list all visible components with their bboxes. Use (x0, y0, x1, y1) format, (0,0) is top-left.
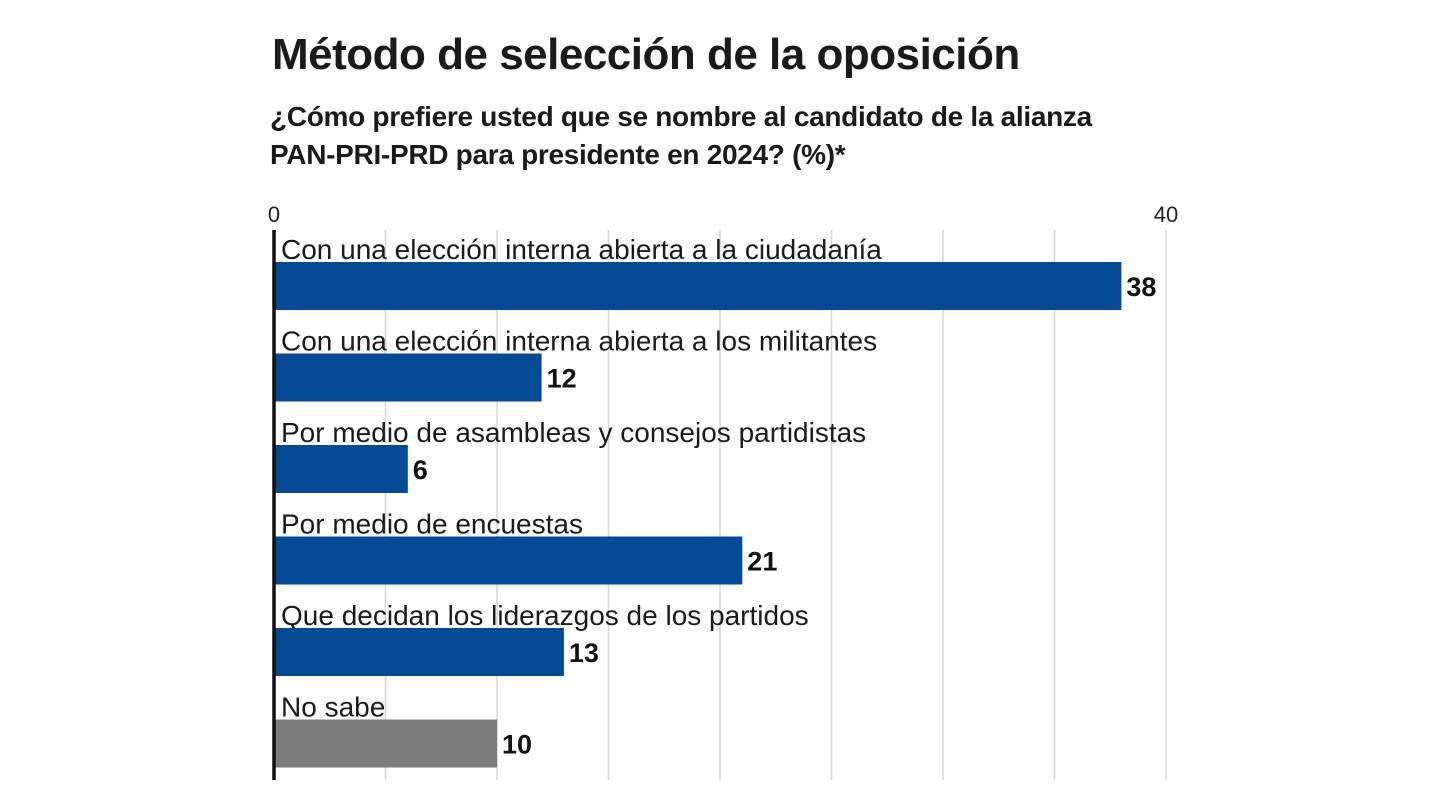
value-label: 10 (502, 730, 532, 760)
bar (274, 262, 1122, 310)
bar (274, 445, 408, 493)
category-label: Con una elección interna abierta a la ci… (281, 234, 882, 265)
x-tick-label: 40 (1154, 202, 1178, 227)
category-label: Por medio de encuestas (281, 509, 583, 540)
chart-subtitle: ¿Cómo prefiere usted que se nombre al ca… (270, 101, 1092, 170)
value-label: 38 (1126, 272, 1156, 302)
category-label: Que decidan los liderazgos de los partid… (281, 600, 809, 631)
category-label: Con una elección interna abierta a los m… (281, 326, 877, 357)
value-label: 21 (747, 547, 777, 577)
value-label: 12 (547, 364, 577, 394)
value-label: 13 (569, 638, 599, 668)
value-label: 6 (413, 455, 428, 485)
bar (274, 628, 564, 676)
bar (274, 719, 497, 768)
chart-title: Método de selección de la oposición (272, 30, 1020, 79)
x-tick-label: 0 (268, 202, 280, 227)
category-label: Por medio de asambleas y consejos partid… (281, 417, 866, 448)
category-label: No sabe (281, 692, 385, 723)
bar (274, 353, 542, 402)
bar (274, 536, 743, 585)
